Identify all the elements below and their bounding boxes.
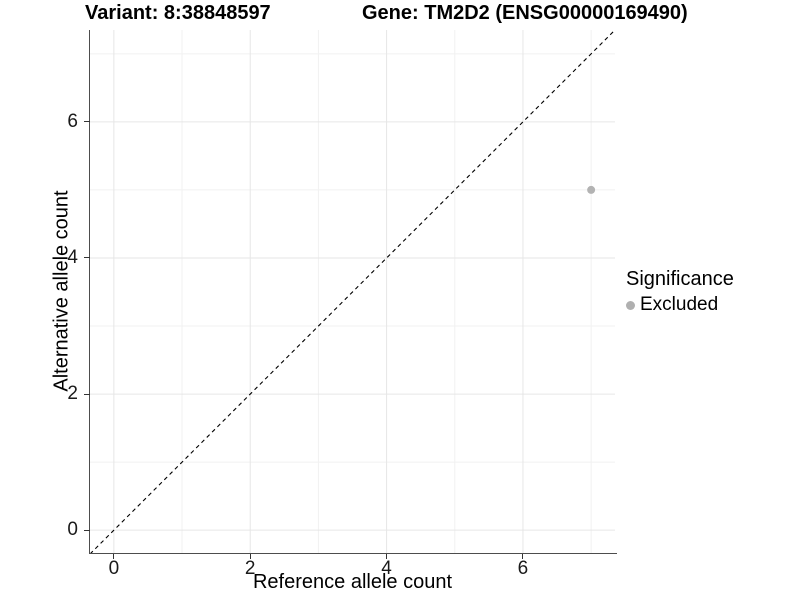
x-tick-label: 0 bbox=[108, 558, 120, 579]
gene-title: Gene: TM2D2 (ENSG00000169490) bbox=[362, 2, 688, 24]
identity-reference-line bbox=[90, 30, 615, 554]
y-tick-label: 0 bbox=[67, 519, 78, 541]
legend: Significance Excluded bbox=[626, 268, 734, 316]
legend-item: Excluded bbox=[626, 294, 734, 316]
y-tick-mark bbox=[84, 121, 90, 123]
y-tick-label: 2 bbox=[67, 383, 78, 405]
x-tick-mark bbox=[249, 553, 251, 559]
y-axis-line bbox=[88, 30, 90, 554]
variant-title: Variant: 8:38848597 bbox=[85, 2, 271, 24]
y-tick-label: 4 bbox=[67, 246, 78, 268]
x-tick-label: 4 bbox=[381, 558, 392, 579]
x-tick-mark bbox=[522, 553, 524, 559]
legend-items: Excluded bbox=[626, 294, 734, 316]
legend-item-label: Excluded bbox=[640, 294, 719, 315]
y-tick-mark bbox=[84, 257, 90, 259]
y-tick-mark bbox=[84, 529, 90, 531]
plot-panel bbox=[90, 30, 615, 554]
x-axis-line bbox=[88, 552, 617, 554]
y-tick-label: 6 bbox=[67, 110, 78, 132]
legend-point-icon bbox=[626, 300, 635, 310]
x-tick-label: 6 bbox=[517, 558, 529, 579]
x-tick-label: 2 bbox=[244, 558, 256, 579]
x-tick-mark bbox=[386, 553, 388, 559]
x-tick-mark bbox=[113, 553, 115, 559]
y-axis-title: Alternative allele count bbox=[50, 190, 73, 392]
legend-title: Significance bbox=[626, 268, 734, 290]
data-point bbox=[587, 185, 596, 194]
x-axis-title: Reference allele count bbox=[252, 571, 452, 593]
y-tick-mark bbox=[84, 393, 90, 395]
